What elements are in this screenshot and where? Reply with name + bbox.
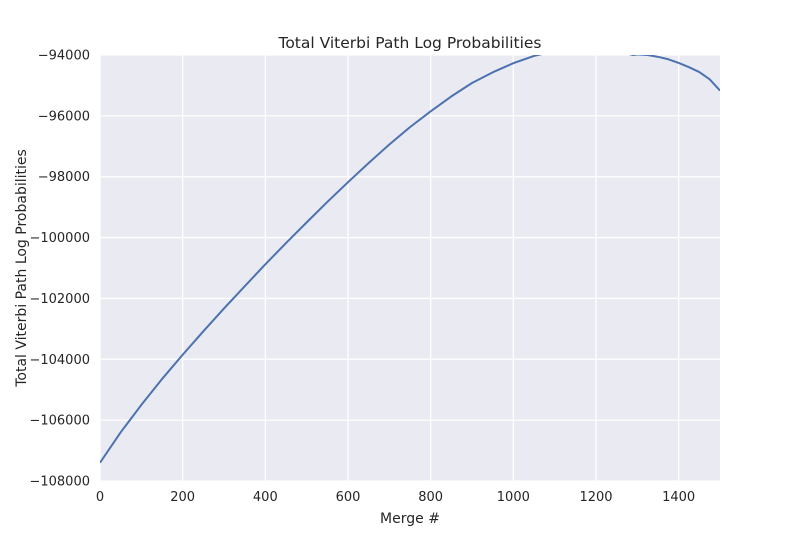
x-tick-label: 400: [253, 490, 278, 505]
y-axis-ticks: −108000 −106000 −104000 −102000 −100000 −9800…: [29, 49, 90, 490]
x-tick-label: 1200: [579, 490, 612, 505]
x-tick-label: 200: [170, 490, 195, 505]
x-tick-label: 800: [418, 490, 443, 505]
x-tick-label: 0: [96, 490, 104, 505]
x-axis-ticks: 0 200 400 600 800 1000 1200 1400: [96, 490, 695, 505]
grid: [99, 54, 720, 482]
x-tick-label: 1400: [662, 490, 695, 505]
y-tick-label: −98000: [38, 170, 90, 185]
y-tick-label: −100000: [29, 231, 90, 246]
y-tick-label: −96000: [38, 109, 90, 124]
y-tick-label: −106000: [29, 414, 90, 429]
x-tick-label: 1000: [497, 490, 530, 505]
chart-title: Total Viterbi Path Log Probabilities: [277, 34, 541, 52]
x-axis-label: Merge #: [380, 511, 440, 527]
y-tick-label: −102000: [29, 292, 90, 307]
y-tick-label: −108000: [29, 475, 90, 490]
plot-area: [100, 55, 720, 481]
y-tick-label: −104000: [29, 353, 90, 368]
x-tick-label: 600: [336, 490, 361, 505]
series-line: [100, 55, 720, 464]
series-layer: [100, 55, 720, 464]
y-tick-label: −94000: [38, 49, 90, 64]
y-axis-label: Total Viterbi Path Log Probabilities: [14, 149, 30, 388]
